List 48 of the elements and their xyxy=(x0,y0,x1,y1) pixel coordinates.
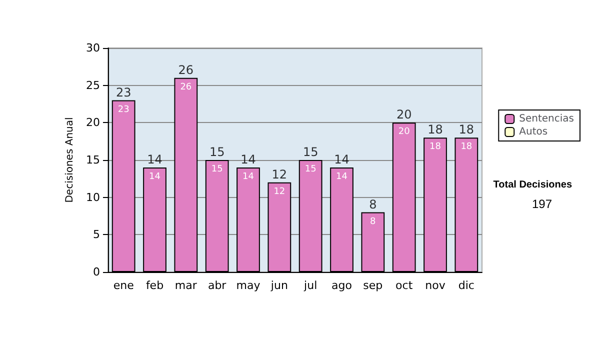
legend-label: Sentencias xyxy=(519,114,574,124)
x-tick-label: jul xyxy=(303,279,318,292)
total-label: 15 xyxy=(302,145,318,159)
y-tick-label: 5 xyxy=(93,228,100,242)
x-tick-label: jun xyxy=(270,279,288,292)
y-tick-label: 0 xyxy=(93,266,100,278)
y-tick-label: 25 xyxy=(86,78,100,92)
data-label: 14 xyxy=(242,172,254,182)
total-label: 26 xyxy=(178,62,194,77)
y-tick-label: 20 xyxy=(86,116,100,130)
data-label: 18 xyxy=(460,142,472,152)
text: Total Decisiones xyxy=(493,180,572,190)
data-label: 26 xyxy=(180,82,192,92)
y-tick-label: 15 xyxy=(86,154,100,166)
total-label: 14 xyxy=(334,152,350,166)
data-label: 18 xyxy=(430,142,442,152)
data-label: 14 xyxy=(336,172,348,182)
data-label: 23 xyxy=(118,104,130,115)
x-tick-label: sep xyxy=(363,279,383,292)
total-label: 14 xyxy=(147,152,162,166)
y-tick-label: 30 xyxy=(86,42,100,54)
x-tick-label: nov xyxy=(425,279,446,292)
data-label: 15 xyxy=(211,164,223,174)
total-label: 18 xyxy=(428,122,443,137)
y-axis-title: Decisiones Anual xyxy=(64,117,76,203)
x-tick-label: abr xyxy=(208,279,227,292)
y-tick-label: 10 xyxy=(86,190,100,204)
legend-label: Autos xyxy=(519,126,548,138)
data-label: 12 xyxy=(274,186,286,197)
x-tick-label: ago xyxy=(332,279,352,292)
total-label: 14 xyxy=(240,152,256,166)
data-label: 8 xyxy=(370,216,376,227)
total-label: 8 xyxy=(369,197,377,212)
data-label: 15 xyxy=(304,164,316,174)
data-label: 20 xyxy=(398,127,410,138)
total-label: 12 xyxy=(272,167,288,182)
total-label: 15 xyxy=(209,145,225,159)
x-tick-label: feb xyxy=(146,279,164,292)
x-tick-label: mar xyxy=(174,279,198,292)
data-label: 14 xyxy=(149,172,161,182)
total-label: 23 xyxy=(116,85,132,100)
x-tick-label: ene xyxy=(113,279,134,292)
x-tick-label: dic xyxy=(458,279,474,292)
text: 197 xyxy=(532,197,552,211)
x-tick-label: oct xyxy=(396,279,414,292)
total-label: 18 xyxy=(458,122,474,137)
x-tick-label: may xyxy=(236,279,261,292)
total-label: 20 xyxy=(396,108,412,122)
